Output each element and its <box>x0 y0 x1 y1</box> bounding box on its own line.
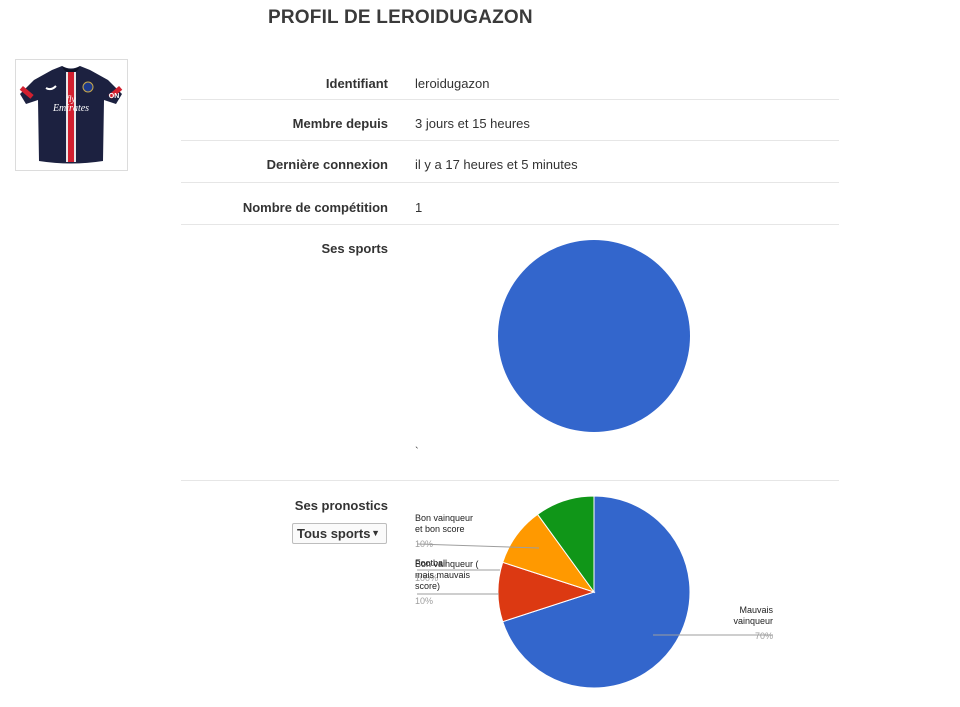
slice-label: score) <box>415 581 440 591</box>
slice-label: Bon vainqueur <box>415 513 473 523</box>
svg-text:fly: fly <box>67 94 76 104</box>
pie-slice <box>498 240 690 432</box>
row-ses-pronostics: Ses pronostics Tous sports ▼ Mauvais vain… <box>181 481 839 701</box>
membre-depuis-label: Membre depuis <box>292 116 388 131</box>
chevron-down-icon: ▼ <box>371 528 380 538</box>
sports-pie-chart: Football 100% <box>415 240 690 583</box>
pie-slice <box>502 495 691 689</box>
slice-percent-label: 10% <box>415 596 433 606</box>
ses-pronostics-label: Ses pronostics <box>294 498 388 513</box>
derniere-connexion-value: il y a 17 heures et 5 minutes <box>415 157 578 172</box>
row-identifiant: Identifiant leroidugazon <box>181 62 839 100</box>
slice-percent-label: 10% <box>415 539 433 549</box>
slice-percent-label: 100% <box>415 573 438 583</box>
slice-label: Football <box>415 558 447 568</box>
slice-label: Mauvais <box>739 605 773 615</box>
profile-table: Identifiant leroidugazon Membre depuis 3… <box>181 62 839 701</box>
slice-percent-label: 70% <box>755 631 773 641</box>
stray-tick-mark: ` <box>415 446 419 458</box>
pie-slice <box>536 495 595 594</box>
membre-depuis-value: 3 jours et 15 heures <box>415 116 530 131</box>
sport-filter-select[interactable]: Tous sports ▼ <box>292 523 387 544</box>
row-ses-sports: Ses sports Football 100% ` <box>181 225 839 583</box>
slice-label: mais mauvais <box>415 570 471 580</box>
jersey-image: fly Emirates ON <box>19 66 123 164</box>
row-membre-depuis: Membre depuis 3 jours et 15 heures <box>181 100 839 141</box>
slice-label: vainqueur <box>733 616 773 626</box>
row-nombre-competition: Nombre de compétition 1 <box>181 183 839 225</box>
svg-text:Emirates: Emirates <box>52 103 89 114</box>
page-title: PROFIL DE LEROIDUGAZON <box>268 7 533 28</box>
identifiant-label: Identifiant <box>325 76 388 91</box>
identifiant-value: leroidugazon <box>415 76 490 91</box>
nombre-competition-label: Nombre de compétition <box>242 200 388 215</box>
row-derniere-connexion: Dernière connexion il y a 17 heures et 5… <box>181 141 839 183</box>
derniere-connexion-label: Dernière connexion <box>266 157 388 172</box>
sport-filter-value: Tous sports <box>297 526 371 541</box>
slice-label: Bon vainqueur ( <box>415 559 479 569</box>
ses-sports-label: Ses sports <box>321 241 388 256</box>
nombre-competition-value: 1 <box>415 200 423 215</box>
label-leader-line <box>416 543 540 549</box>
svg-text:ON: ON <box>109 93 120 100</box>
avatar: fly Emirates ON <box>15 59 128 171</box>
slice-label: et bon score <box>415 524 465 534</box>
